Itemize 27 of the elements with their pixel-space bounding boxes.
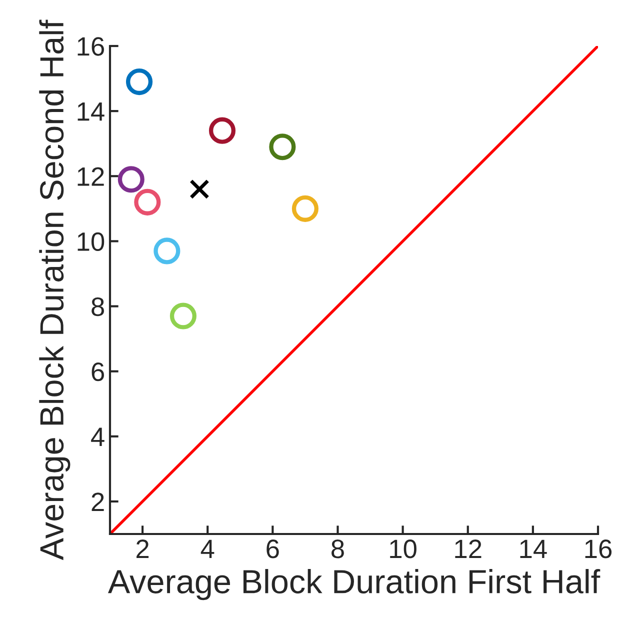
x-axis-title: Average Block Duration First Half	[108, 569, 600, 600]
x-tick-label: 4	[200, 540, 214, 558]
x-tick-label: 6	[266, 540, 279, 558]
x-tick-label: 12	[455, 540, 482, 558]
y-tick-label: 10	[78, 232, 104, 252]
point	[269, 134, 296, 160]
y-tick-label: 4	[91, 428, 104, 446]
point	[190, 179, 210, 200]
x-tick-label: 10	[390, 540, 416, 558]
point	[134, 188, 161, 216]
point	[154, 238, 180, 264]
y-tick-label: 12	[78, 167, 104, 186]
x-tick-label: 16	[585, 540, 612, 558]
y-tick-label: 6	[92, 362, 104, 382]
y-tick-label: 2	[92, 492, 104, 512]
y-tick-label: 8	[92, 297, 104, 316]
y-axis-title: Average Block Duration Second Half	[39, 20, 70, 560]
point	[118, 166, 144, 193]
x-tick-label: 8	[332, 540, 344, 558]
y-tick-label: 14	[78, 102, 104, 121]
x-tick-label: 14	[520, 540, 547, 558]
point	[292, 195, 318, 222]
point	[126, 68, 153, 96]
point	[208, 117, 236, 144]
y-tick-label: 16	[78, 37, 104, 56]
x-tick-label: 2	[136, 540, 149, 558]
point	[170, 302, 196, 330]
